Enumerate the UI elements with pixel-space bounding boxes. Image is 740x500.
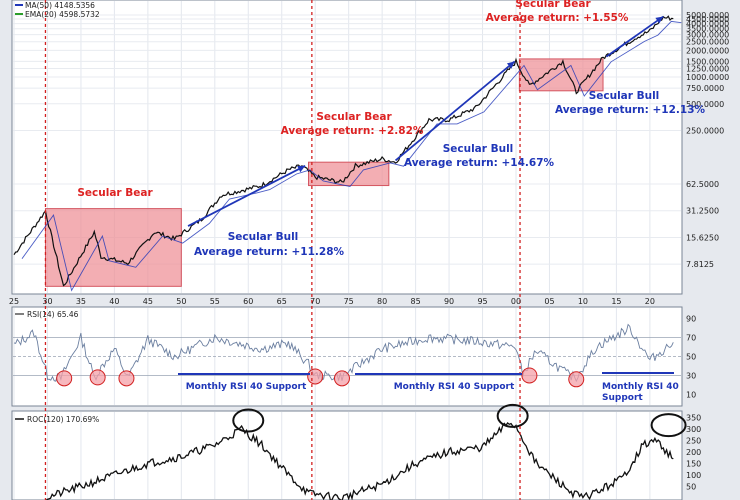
rsi-oversold-circle [307, 368, 324, 385]
bull-1-title: Secular Bull [228, 231, 299, 243]
roc-panel [11, 410, 683, 500]
price-y-tick: 250.0000 [686, 127, 724, 136]
legend-roc: ROC(120) 170.69% [27, 415, 99, 424]
rsi-panel [11, 306, 683, 407]
x-tick-label: 65 [277, 297, 287, 306]
x-tick-label: 95 [477, 297, 487, 306]
rsi-y-tick: 50 [686, 353, 696, 362]
bear-3-title: Secular Bear [515, 0, 591, 10]
ma50-series-line [21, 20, 682, 292]
x-tick-label: 05 [544, 297, 554, 306]
price-y-tick: 4500.0000 [686, 15, 729, 24]
rsi-support-label-2: Monthly RSI 40 Support [394, 382, 515, 392]
x-tick-label: 85 [411, 297, 421, 306]
x-tick-label: 00 [511, 297, 521, 306]
x-tick-label: 25 [9, 297, 19, 306]
rsi-y-tick: 10 [686, 391, 696, 400]
roc-series-line [45, 422, 674, 500]
x-tick-label: 55 [210, 297, 220, 306]
rsi-oversold-circle [568, 371, 585, 388]
price-y-tick: 750.0000 [686, 84, 724, 93]
rsi-y-tick: 30 [686, 372, 696, 381]
roc-y-tick: 250 [686, 436, 701, 445]
price-y-tick: 4000.0000 [686, 20, 729, 29]
price-y-tick: 15.6250 [686, 233, 719, 242]
x-tick-label: 70 [310, 297, 320, 306]
roc-y-tick: 300 [686, 425, 701, 434]
price-y-tick: 500.0000 [686, 100, 724, 109]
x-tick-label: 20 [645, 297, 655, 306]
rsi-support-label-3a: Monthly RSI 40 [602, 382, 679, 392]
x-tick-label: 45 [143, 297, 153, 306]
rsi-oversold-circle [89, 369, 106, 386]
rsi-support-label-3b: Support [602, 393, 643, 403]
bull-arrow-1-head [297, 165, 306, 173]
rsi-oversold-circle [333, 370, 350, 387]
price-y-tick: 2500.0000 [686, 38, 729, 47]
bull-arrow-2 [394, 60, 516, 162]
legend-rsi: RSI(14) 65.46 [27, 310, 79, 319]
bull-3-title: Secular Bull [589, 90, 660, 102]
rsi-oversold-circle [56, 370, 73, 387]
x-tick-label: 60 [243, 297, 253, 306]
secular-bear-box [308, 161, 390, 187]
bear-2-title: Secular Bear [316, 111, 392, 123]
x-tick-label: 75 [344, 297, 354, 306]
secular-bear-box [44, 208, 182, 287]
roc-y-tick: 100 [686, 471, 701, 480]
bear-2-subtitle: Average return: +2.82% [281, 125, 424, 137]
rsi-oversold-circle [521, 367, 538, 384]
price-y-tick: 3500.0000 [686, 25, 729, 34]
x-tick-label: 80 [377, 297, 387, 306]
price-series-line [13, 15, 674, 287]
rsi-y-tick: 70 [686, 334, 696, 343]
bull-2-title: Secular Bull [443, 143, 514, 155]
legend-ma: MA(50) 4148.5356 [25, 1, 95, 10]
bear-1-title: Secular Bear [77, 187, 153, 199]
bull-arrow-2-head [506, 61, 515, 69]
x-tick-label: 35 [76, 297, 86, 306]
bull-3-subtitle: Average return: +12.13% [555, 104, 706, 116]
price-y-tick: 62.5000 [686, 180, 719, 189]
roc-peak-ellipse [232, 408, 265, 433]
bull-arrow-3 [605, 15, 664, 58]
price-y-tick: 1000.0000 [686, 73, 729, 82]
x-tick-label: 40 [109, 297, 119, 306]
x-tick-label: 10 [578, 297, 588, 306]
price-y-tick: 5000.0000 [686, 11, 729, 20]
price-y-tick: 2000.0000 [686, 46, 729, 55]
x-tick-label: 90 [444, 297, 454, 306]
roc-y-tick: 50 [686, 482, 696, 491]
roc-peak-ellipse [650, 413, 687, 438]
rsi-oversold-circle [118, 370, 135, 387]
bull-1-subtitle: Average return: +11.28% [194, 246, 345, 258]
rsi-y-tick: 90 [686, 315, 696, 324]
bull-2-subtitle: Average return: +14.67% [404, 157, 555, 169]
price-y-tick: 3000.0000 [686, 31, 729, 40]
x-tick-label: 30 [42, 297, 52, 306]
roc-peak-ellipse [496, 403, 529, 428]
roc-y-tick: 350 [686, 413, 701, 422]
bull-arrow-1 [187, 165, 306, 227]
legend-ema: EMA(20) 4598.5732 [25, 10, 100, 19]
rsi-support-label-1: Monthly RSI 40 Support [186, 382, 307, 392]
price-y-tick: 7.8125 [686, 260, 714, 269]
price-y-tick: 1500.0000 [686, 57, 729, 66]
bull-arrow-3-head [655, 16, 664, 24]
price-y-tick: 31.2500 [686, 207, 719, 216]
x-tick-label: 50 [176, 297, 186, 306]
bear-3-subtitle: Average return: +1.55% [486, 12, 629, 24]
roc-y-tick: 200 [686, 448, 701, 457]
price-y-tick: 1250.0000 [686, 64, 729, 73]
x-tick-label: 15 [611, 297, 621, 306]
roc-y-tick: 150 [686, 459, 701, 468]
